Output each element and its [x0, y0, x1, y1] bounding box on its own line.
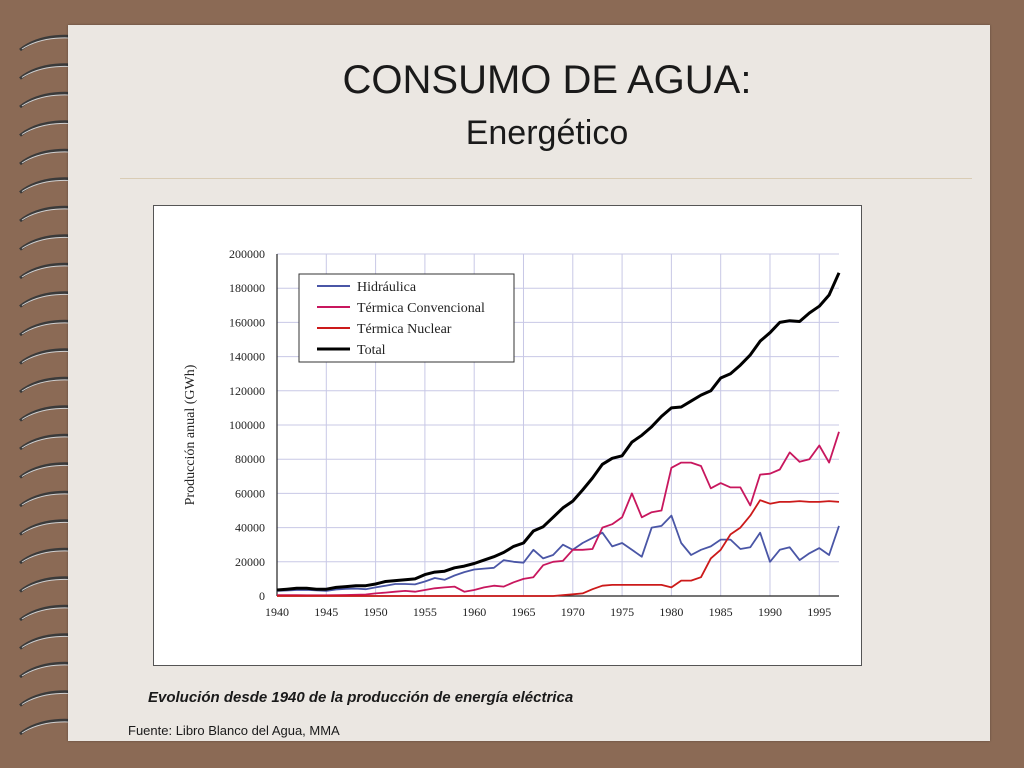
x-tick-label: 1990 [758, 605, 782, 619]
slide-subtitle: Energético [465, 114, 629, 152]
series-line-t-rmica-convencional [277, 431, 840, 597]
legend-label: Hidráulica [357, 280, 417, 295]
x-tick-label: 1980 [659, 605, 683, 619]
series-line-total [276, 272, 841, 592]
y-tick-label: 40000 [235, 521, 265, 535]
x-tick-label: 1995 [807, 605, 831, 619]
y-tick-label: 160000 [229, 315, 265, 329]
y-tick-label: 60000 [235, 486, 265, 500]
y-tick-label: 140000 [229, 350, 265, 364]
legend-label: Térmica Convencional [357, 301, 485, 316]
x-tick-label: 1955 [413, 605, 437, 619]
y-tick-label: 80000 [235, 452, 265, 466]
chart-frame: 0 20000 40000 60000 80000 100000 120000 140000 1… [153, 205, 862, 666]
x-tick-label: 1945 [314, 605, 338, 619]
chart-legend: Hidráulica Térmica Convencional Térmica Nu… [298, 273, 515, 363]
chart-caption: Evolución desde 1940 de la producción de… [148, 689, 574, 706]
x-tick-label: 1965 [511, 605, 535, 619]
legend-box [298, 273, 515, 363]
title-divider [120, 178, 972, 179]
x-tick-label: 1940 [265, 605, 289, 619]
y-tick-label: 20000 [235, 555, 265, 569]
x-tick-label: 1975 [610, 605, 634, 619]
y-axis-label: Producción anual (GWh) [183, 364, 198, 505]
line-chart: 0 20000 40000 60000 80000 100000 120000 140000 1… [183, 247, 841, 619]
y-tick-label: 120000 [229, 384, 265, 398]
legend-label: Total [357, 343, 386, 358]
series-line-hidr-ulica [276, 514, 840, 592]
slide-title: CONSUMO DE AGUA: [342, 58, 752, 102]
y-tick-label: 180000 [229, 281, 265, 295]
x-tick-label: 1950 [364, 605, 388, 619]
legend-label: Térmica Nuclear [357, 322, 452, 337]
x-tick-label: 1985 [709, 605, 733, 619]
y-tick-label: 200000 [229, 247, 265, 261]
source-note: Fuente: Libro Blanco del Agua, MMA [128, 723, 340, 738]
x-tick-label: 1960 [462, 605, 486, 619]
y-tick-label: 100000 [229, 418, 265, 432]
series-line-t-rmica-nuclear [277, 499, 840, 597]
y-tick-label: 0 [259, 589, 265, 603]
x-tick-label: 1970 [561, 605, 585, 619]
